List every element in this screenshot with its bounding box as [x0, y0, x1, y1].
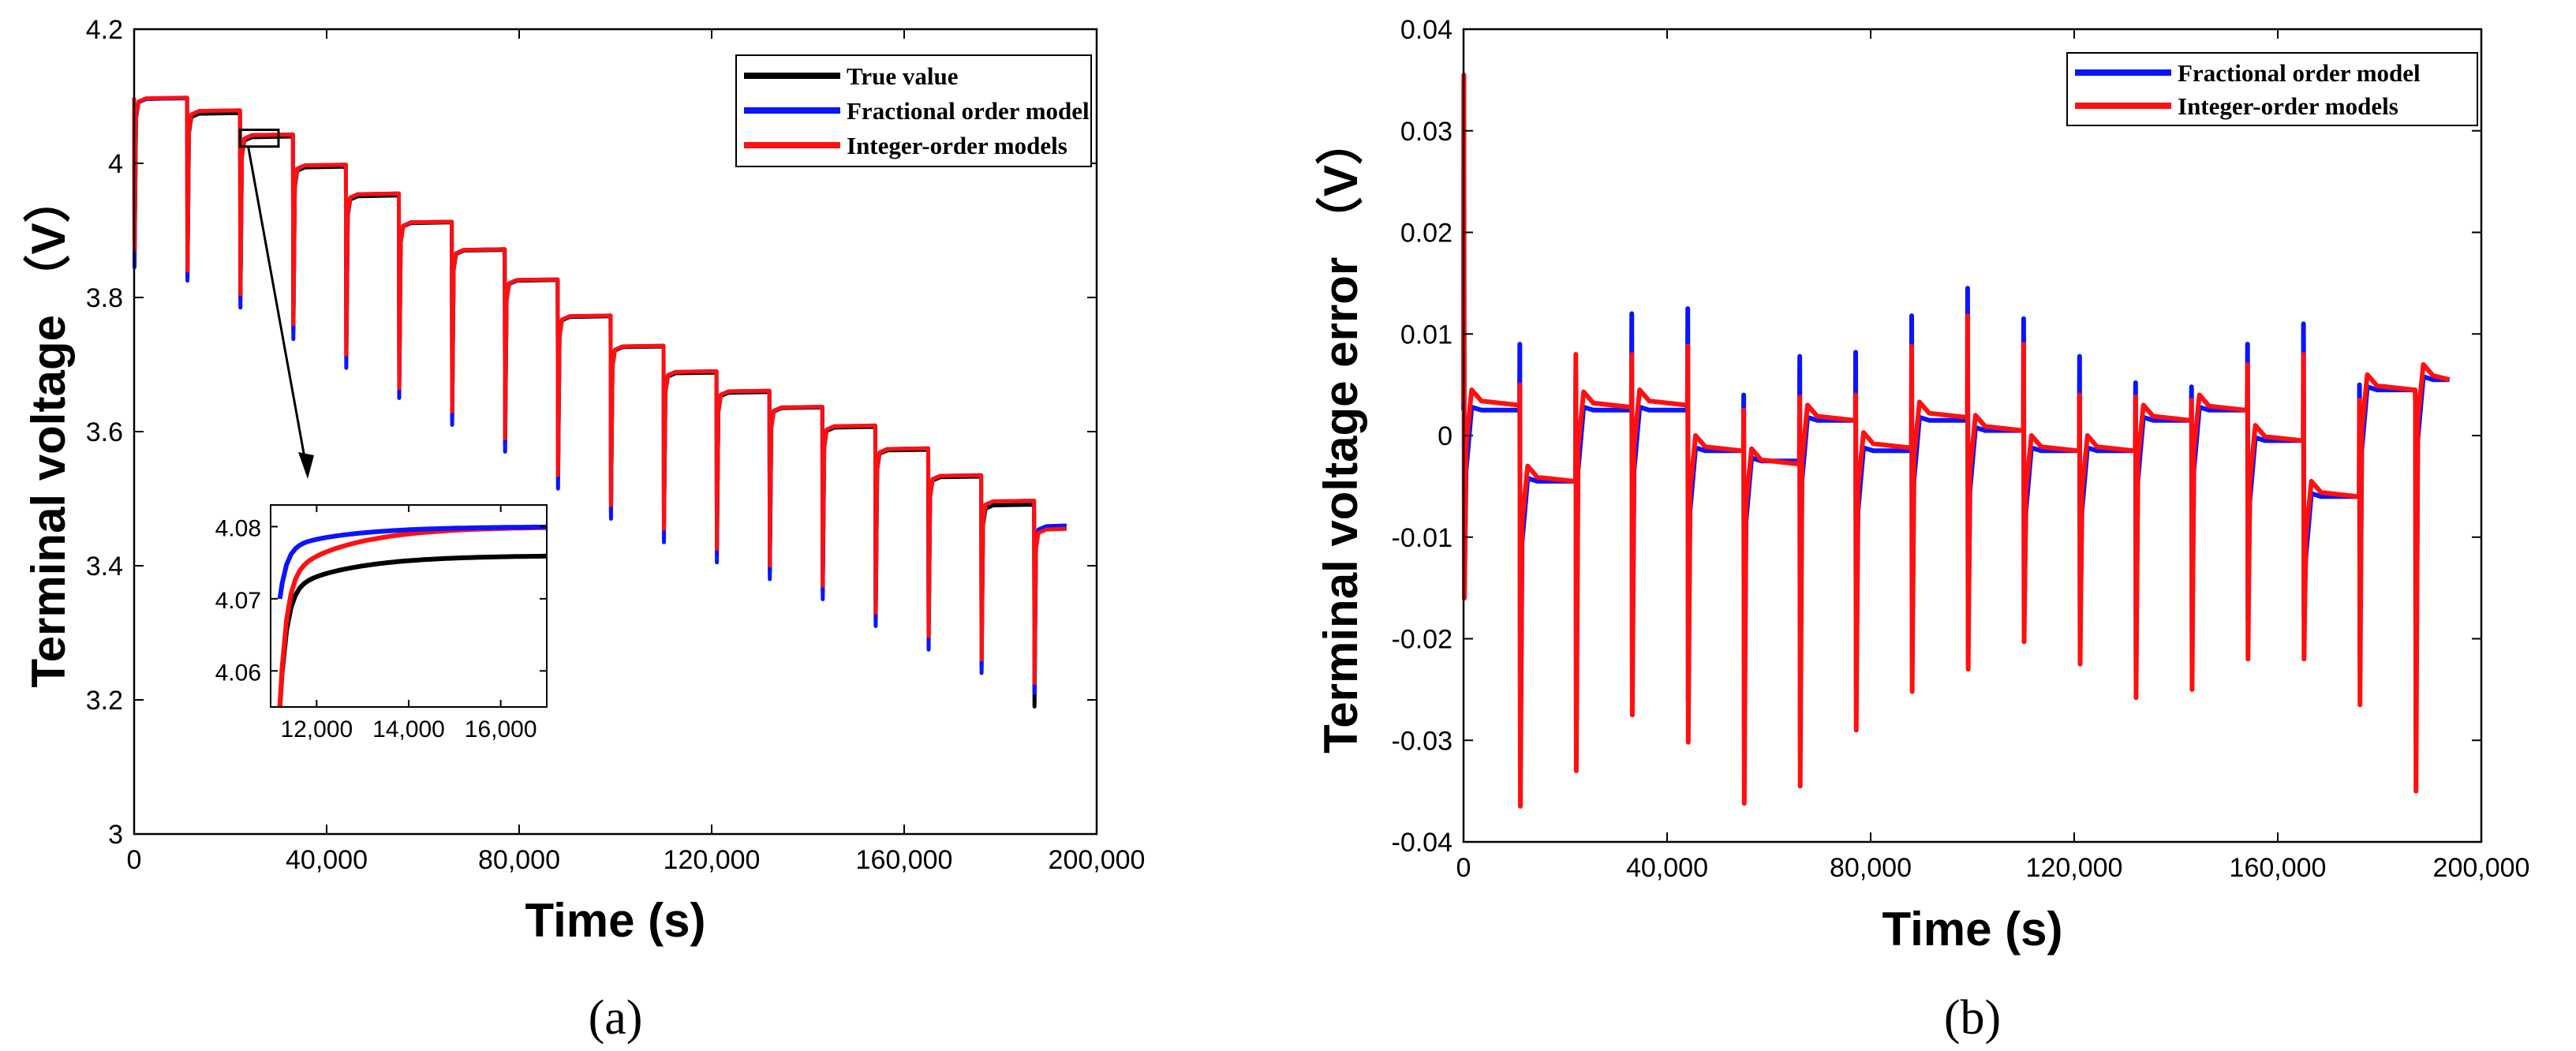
chart-a-zoom-arrow-head	[298, 452, 314, 479]
chart-a-inset-y-tick-label: 4.08	[215, 515, 261, 541]
chart-a-inset-lines	[277, 524, 548, 708]
chart-b-y-tick-label: 0.01	[1400, 320, 1453, 350]
chart-a-panel-label: (a)	[589, 991, 643, 1045]
chart-a-ticks: 0 40,000 80,000 120,000 160,000 200,000 3 3.2 3.…	[86, 15, 1146, 875]
chart-a-zoom-box	[238, 129, 280, 148]
chart-b-y-tick-label: 0.02	[1400, 219, 1453, 249]
chart-b-legend: Fractional order model Integer-order mod…	[2066, 52, 2478, 126]
chart-b-ticks: 0 40,000 80,000 120,000 160,000 200,000 -0.04 -…	[1392, 15, 2530, 883]
chart-a-y-axis-title: Terminal voltage （V）	[22, 175, 75, 687]
series-integer-order-models	[132, 95, 1067, 686]
chart-a-x-tick-label: 80,000	[478, 845, 560, 875]
legend-label-integer-order-models: Integer-order models	[847, 132, 1067, 159]
chart-b-y-tick-label: -0.04	[1392, 828, 1453, 858]
chart-a-x-tick-label: 40,000	[286, 845, 368, 875]
chart-b-panel-label: (b)	[1944, 991, 2001, 1045]
chart-b-x-axis-title: Time (s)	[1882, 903, 2063, 956]
chart-b-y-tick-label: 0	[1438, 421, 1453, 451]
chart-b-x-tick-label: 120,000	[2026, 853, 2123, 883]
chart-a-y-tick-label: 3.8	[86, 283, 123, 313]
chart-b-y-tick-label: -0.03	[1392, 726, 1453, 756]
chart-a-inset-x-tick-label: 14,000	[372, 716, 445, 742]
chart-a-zoom-arrow	[247, 146, 308, 467]
series-integer-order-models	[1461, 72, 2451, 809]
chart-b-y-tick-label: -0.02	[1392, 625, 1453, 655]
inset-series-fractional-order-model	[277, 524, 548, 600]
chart-b-y-tick-label: 0.04	[1400, 15, 1453, 45]
chart-a-legend: True value Fractional order model Intege…	[735, 54, 1092, 167]
chart-b-y-tick-label: -0.01	[1392, 523, 1453, 553]
chart-b: 0 40,000 80,000 120,000 160,000 200,000 -0.04 -…	[1314, 15, 2529, 1045]
chart-a-inset-ticks: 12,000 14,000 16,000 4.06 4.07 4.08	[215, 505, 547, 742]
legend-label-fractional-order-model: Fractional order model	[2178, 59, 2421, 87]
chart-b-y-tick-label: 0.03	[1400, 117, 1453, 147]
chart-a-y-tick-label: 4	[108, 149, 123, 179]
chart-b-x-tick-label: 160,000	[2230, 853, 2327, 883]
chart-a-x-tick-label: 0	[127, 845, 142, 875]
chart-a-y-tick-label: 3.4	[86, 552, 123, 582]
chart-a-inset-x-tick-label: 16,000	[465, 716, 537, 742]
chart-a-x-tick-label: 120,000	[664, 845, 761, 875]
chart-a-x-axis-title: Time (s)	[525, 894, 706, 947]
legend-label-integer-order-models: Integer-order models	[2178, 92, 2398, 120]
chart-a-y-tick-label: 3.6	[86, 417, 123, 447]
chart-a-x-tick-label: 200,000	[1049, 845, 1146, 875]
chart-a-lines	[132, 95, 1067, 709]
chart-b-x-tick-label: 40,000	[1626, 853, 1708, 883]
chart-a-inset: 12,000 14,000 16,000 4.06 4.07 4.08	[215, 504, 548, 742]
chart-a-y-tick-label: 3.2	[86, 686, 123, 716]
legend-label-fractional-order-model: Fractional order model	[847, 97, 1090, 125]
chart-a-inset-x-tick-label: 12,000	[280, 716, 353, 742]
inset-series-true-value	[277, 553, 548, 708]
legend-label-true-value: True value	[847, 62, 959, 90]
chart-b-x-tick-label: 200,000	[2433, 853, 2530, 883]
chart-b-lines	[1461, 72, 2451, 809]
chart-a-y-tick-label: 4.2	[86, 15, 123, 45]
chart-b-x-tick-label: 80,000	[1830, 853, 1912, 883]
chart-a-y-tick-label: 3	[108, 820, 123, 850]
chart-a-x-tick-label: 160,000	[856, 845, 953, 875]
chart-a-inset-y-tick-label: 4.07	[215, 588, 261, 614]
chart-b-x-tick-label: 0	[1456, 853, 1471, 883]
chart-b-y-axis-title: Terminal voltage error （V）	[1314, 118, 1367, 754]
chart-a-inset-y-tick-label: 4.06	[215, 660, 261, 686]
